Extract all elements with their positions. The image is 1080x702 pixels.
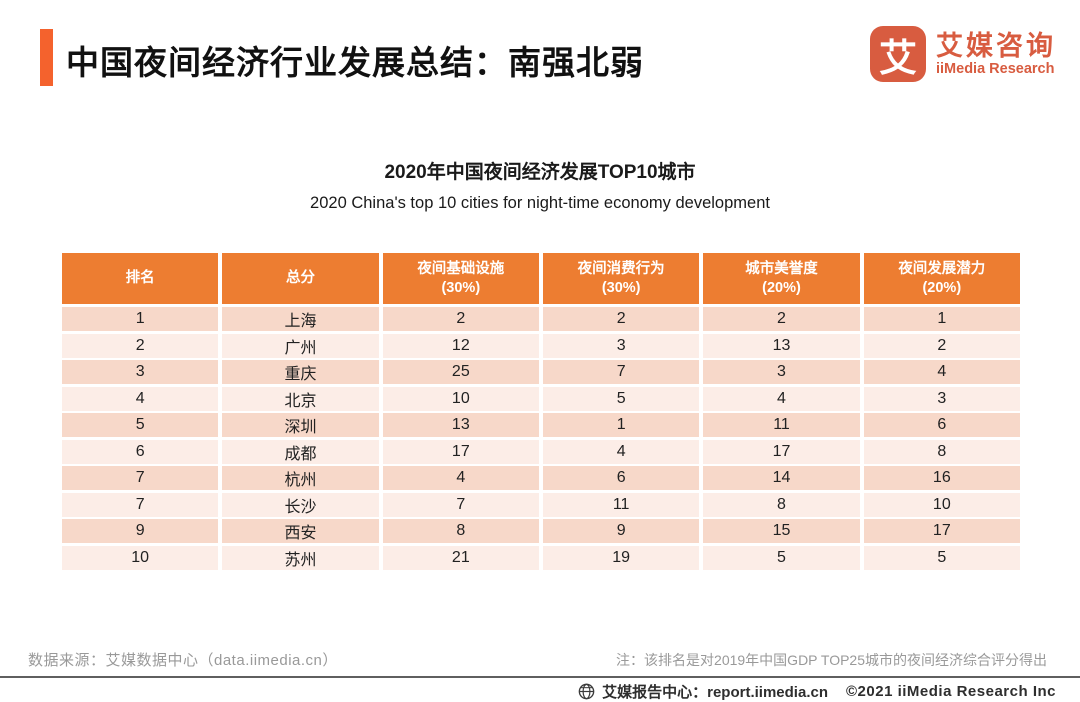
cell-infrastructure: 10 <box>382 386 539 411</box>
cell-potential: 8 <box>863 439 1020 464</box>
logo-name-en: iiMedia Research <box>936 60 1055 77</box>
globe-icon <box>578 683 595 700</box>
iimedia-logo: 艾 艾媒咨询 iiMedia Research <box>870 26 1056 82</box>
cell-consumption: 7 <box>542 360 700 384</box>
table-header-row: 排名 总分 夜间基础设施 (30%) 夜间消费行为 (30%) 城市美誉度 (2… <box>62 253 1020 304</box>
cell-city: 苏州 <box>222 545 379 570</box>
cell-reputation: 3 <box>703 360 860 384</box>
copyright-text: ©2021 iiMedia Research Inc <box>846 683 1056 700</box>
cell-potential: 16 <box>863 466 1020 490</box>
table-row: 9 西安 8 9 15 17 <box>62 519 1020 543</box>
top10-cities-table: 排名 总分 夜间基础设施 (30%) 夜间消费行为 (30%) 城市美誉度 (2… <box>62 253 1020 570</box>
cell-consumption: 11 <box>542 492 700 517</box>
report-center-text: 艾媒报告中心：report.iimedia.cn <box>602 684 828 701</box>
col-header-potential: 夜间发展潜力 (20%) <box>863 253 1020 304</box>
logo-name-cn: 艾媒咨询 <box>936 30 1056 61</box>
cell-city: 长沙 <box>222 492 379 517</box>
table-row: 6 成都 17 4 17 8 <box>62 439 1020 464</box>
cell-consumption: 6 <box>542 466 700 490</box>
table-row: 3 重庆 25 7 3 4 <box>62 360 1020 384</box>
table-row: 5 深圳 13 1 11 6 <box>62 413 1020 437</box>
cell-infrastructure: 8 <box>382 519 539 543</box>
cell-reputation: 2 <box>703 307 860 331</box>
table-row: 4 北京 10 5 4 3 <box>62 386 1020 411</box>
cell-potential: 6 <box>863 413 1020 437</box>
cell-potential: 3 <box>863 386 1020 411</box>
cell-rank: 7 <box>62 466 219 490</box>
cell-city: 西安 <box>222 519 379 543</box>
cell-reputation: 5 <box>703 545 860 570</box>
cell-potential: 17 <box>863 519 1020 543</box>
cell-infrastructure: 25 <box>382 360 539 384</box>
footer-divider-line <box>0 676 1080 678</box>
cell-consumption: 1 <box>542 413 700 437</box>
cell-potential: 5 <box>863 545 1020 570</box>
col-header-total-score: 总分 <box>222 253 379 304</box>
cell-city: 成都 <box>222 439 379 464</box>
cell-rank: 4 <box>62 386 219 411</box>
cell-reputation: 8 <box>703 492 860 517</box>
cell-reputation: 13 <box>703 333 860 358</box>
cell-reputation: 17 <box>703 439 860 464</box>
table-row: 7 杭州 4 6 14 16 <box>62 466 1020 490</box>
cell-city: 北京 <box>222 386 379 411</box>
cell-city: 深圳 <box>222 413 379 437</box>
col-header-reputation: 城市美誉度 (20%) <box>703 253 860 304</box>
cell-city: 杭州 <box>222 466 379 490</box>
cell-reputation: 11 <box>703 413 860 437</box>
table-row: 10 苏州 21 19 5 5 <box>62 545 1020 570</box>
cell-infrastructure: 4 <box>382 466 539 490</box>
cell-consumption: 9 <box>542 519 700 543</box>
ranking-note-text: 注：该排名是对2019年中国GDP TOP25城市的夜间经济综合评分得出 <box>616 652 1047 668</box>
iimedia-logo-icon: 艾 <box>870 26 926 82</box>
cell-reputation: 14 <box>703 466 860 490</box>
cell-potential: 4 <box>863 360 1020 384</box>
col-header-rank: 排名 <box>62 253 219 304</box>
cell-infrastructure: 7 <box>382 492 539 517</box>
cell-city: 重庆 <box>222 360 379 384</box>
cell-potential: 2 <box>863 333 1020 358</box>
cell-rank: 2 <box>62 333 219 358</box>
table-title: 2020年中国夜间经济发展TOP10城市 <box>384 162 696 183</box>
cell-infrastructure: 2 <box>382 307 539 331</box>
bottom-bar: 艾媒报告中心：report.iimedia.cn ©2021 iiMedia R… <box>578 681 1056 702</box>
cell-consumption: 5 <box>542 386 700 411</box>
title-accent-bar <box>40 29 53 86</box>
cell-infrastructure: 17 <box>382 439 539 464</box>
table-subtitle-en: 2020 China's top 10 cities for night-tim… <box>310 194 770 212</box>
cell-infrastructure: 21 <box>382 545 539 570</box>
col-header-infrastructure: 夜间基础设施 (30%) <box>382 253 539 304</box>
logo-text: 艾媒咨询 iiMedia Research <box>936 31 1056 78</box>
table-body: 1 上海 2 2 2 1 2 广州 12 3 13 2 3 重庆 25 7 3 … <box>62 307 1020 570</box>
cell-rank: 10 <box>62 545 219 570</box>
table-row: 1 上海 2 2 2 1 <box>62 307 1020 331</box>
cell-rank: 9 <box>62 519 219 543</box>
cell-potential: 10 <box>863 492 1020 517</box>
cell-infrastructure: 12 <box>382 333 539 358</box>
cell-rank: 7 <box>62 492 219 517</box>
cell-reputation: 15 <box>703 519 860 543</box>
cell-rank: 5 <box>62 413 219 437</box>
table-row: 7 长沙 7 11 8 10 <box>62 492 1020 517</box>
cell-consumption: 4 <box>542 439 700 464</box>
cell-rank: 1 <box>62 307 219 331</box>
cell-potential: 1 <box>863 307 1020 331</box>
cell-city: 广州 <box>222 333 379 358</box>
page-title: 中国夜间经济行业发展总结：南强北弱 <box>66 44 644 81</box>
cell-rank: 3 <box>62 360 219 384</box>
cell-city: 上海 <box>222 307 379 331</box>
cell-rank: 6 <box>62 439 219 464</box>
cell-reputation: 4 <box>703 386 860 411</box>
cell-infrastructure: 13 <box>382 413 539 437</box>
cell-consumption: 3 <box>542 333 700 358</box>
cell-consumption: 19 <box>542 545 700 570</box>
cell-consumption: 2 <box>542 307 700 331</box>
data-source-text: 数据来源：艾媒数据中心（data.iimedia.cn） <box>28 652 338 669</box>
col-header-consumption: 夜间消费行为 (30%) <box>542 253 700 304</box>
table-row: 2 广州 12 3 13 2 <box>62 333 1020 358</box>
